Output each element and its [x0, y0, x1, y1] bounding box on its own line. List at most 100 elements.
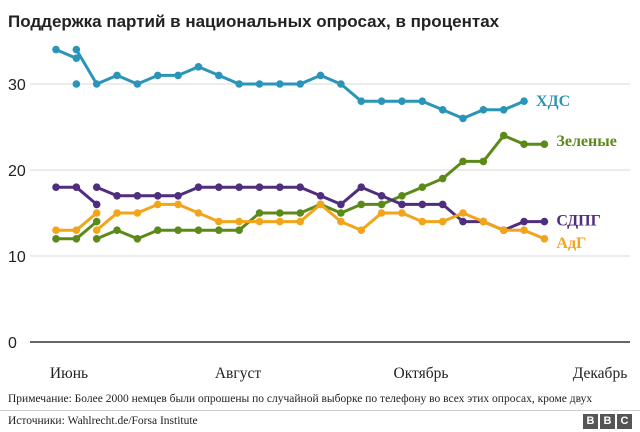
chart-title: Поддержка партий в национальных опросах,…: [8, 12, 500, 31]
data-point: [337, 80, 345, 88]
data-point: [438, 217, 447, 226]
data-point: [235, 80, 243, 88]
data-point: [153, 226, 162, 234]
data-point: [438, 174, 447, 183]
data-point: [276, 217, 284, 226]
data-point: [418, 97, 427, 105]
data-point: [377, 192, 386, 200]
data-point: [276, 209, 284, 217]
x-tick-label: Декабрь: [573, 365, 628, 382]
bbc-logo: B B C: [583, 414, 632, 429]
data-point: [418, 183, 427, 191]
data-point: [499, 106, 508, 114]
data-point: [52, 45, 60, 54]
series-labels: ХДС Зеленые СДПГ АдГ: [536, 93, 617, 252]
series-label: Зеленые: [556, 133, 616, 150]
data-point: [133, 192, 142, 200]
data-point: [52, 226, 60, 234]
data-point: [316, 200, 325, 209]
data-point: [459, 209, 467, 217]
bbc-logo-letter: B: [600, 414, 615, 429]
data-point: [540, 140, 549, 148]
data-point: [215, 226, 223, 234]
data-point: [377, 97, 386, 105]
y-tick-label: 10: [8, 249, 26, 266]
data-point: [174, 226, 182, 234]
series: [52, 45, 549, 243]
data-point: [255, 80, 264, 88]
y-tick-label: 0: [8, 335, 17, 352]
data-point: [194, 209, 203, 217]
footnote: Примечание: Более 2000 немцев были опрош…: [8, 393, 593, 405]
series-line: [95, 134, 546, 241]
data-point: [72, 54, 81, 62]
data-point: [398, 192, 406, 200]
data-point: [499, 226, 508, 234]
data-point: [276, 80, 284, 88]
data-point: [52, 235, 60, 243]
data-point: [296, 217, 305, 226]
y-tick-label: 30: [8, 77, 26, 94]
data-point: [255, 183, 264, 191]
y-axis: 0 10 20 30: [8, 77, 26, 352]
data-point: [479, 217, 488, 226]
data-point: [398, 97, 406, 105]
series-0: [52, 45, 528, 123]
grid: [30, 83, 630, 343]
data-point: [174, 200, 182, 209]
bbc-logo-letter: C: [617, 414, 632, 429]
data-point: [398, 209, 406, 217]
data-point: [540, 235, 549, 243]
data-point: [235, 226, 243, 234]
data-point: [133, 209, 142, 217]
data-point: [459, 157, 467, 166]
bbc-logo-letter: B: [583, 414, 598, 429]
data-point: [316, 71, 325, 80]
data-point: [520, 97, 528, 105]
data-point: [438, 106, 447, 114]
data-point: [418, 200, 427, 209]
data-point: [113, 192, 121, 200]
data-point: [357, 97, 366, 105]
data-point: [459, 114, 467, 123]
data-point: [133, 80, 142, 88]
data-point: [113, 209, 121, 217]
data-point: [215, 217, 223, 226]
data-point: [377, 200, 386, 209]
x-tick-label: Октябрь: [394, 365, 449, 382]
data-point: [296, 209, 305, 217]
data-point: [92, 217, 101, 226]
data-point: [499, 131, 508, 140]
data-point: [194, 226, 203, 234]
data-point: [337, 217, 345, 226]
data-point: [296, 80, 305, 88]
data-point: [540, 217, 549, 226]
data-point: [235, 183, 243, 191]
data-point: [255, 209, 264, 217]
data-point: [316, 192, 325, 200]
data-point: [113, 71, 121, 80]
data-point: [215, 183, 223, 191]
data-point: [92, 235, 101, 243]
data-point: [520, 140, 528, 148]
data-point: [72, 183, 81, 191]
data-point: [479, 106, 488, 114]
data-point: [133, 235, 142, 243]
data-point: [153, 200, 162, 209]
y-tick-label: 20: [8, 163, 26, 180]
data-point: [194, 63, 203, 71]
data-point: [72, 226, 81, 234]
data-point: [479, 157, 488, 166]
data-point: [235, 217, 243, 226]
data-point: [174, 192, 182, 200]
footer-divider: [0, 410, 640, 411]
series-2: [52, 183, 549, 234]
data-point: [52, 183, 60, 191]
data-point: [438, 200, 447, 209]
data-point: [215, 71, 223, 80]
data-point: [92, 200, 101, 209]
series-label: АдГ: [556, 235, 586, 252]
data-point: [357, 183, 366, 191]
data-point: [377, 209, 386, 217]
